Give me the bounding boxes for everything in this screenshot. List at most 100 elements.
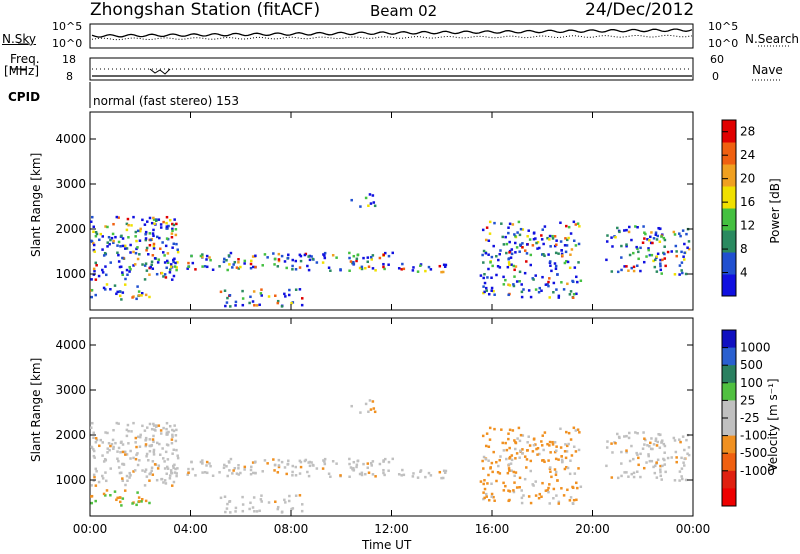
velocity-echo <box>507 437 510 441</box>
velocity-echo <box>529 459 533 463</box>
velocity-echo <box>661 464 664 468</box>
power-echo <box>255 304 259 307</box>
power-echo <box>498 252 501 256</box>
power-echo <box>168 271 172 274</box>
velocity-echo <box>504 441 507 445</box>
velocity-echo <box>666 456 670 460</box>
velocity-echo <box>366 462 370 465</box>
velocity-echo <box>625 471 628 474</box>
power-echo <box>157 218 161 221</box>
velocity-echo <box>129 449 132 453</box>
power-echo <box>551 237 555 240</box>
power-echo <box>228 294 232 297</box>
velocity-echo <box>548 502 551 505</box>
power-echo <box>172 260 175 264</box>
velocity-echo <box>323 462 327 466</box>
velocity-echo <box>121 477 124 480</box>
velocity-echo <box>565 444 569 448</box>
velocity-echo <box>538 452 541 456</box>
power-echo <box>149 238 152 242</box>
power-echo <box>542 253 545 256</box>
velocity-echo <box>512 470 516 474</box>
velocity-echo <box>679 440 682 444</box>
velocity-echo <box>335 462 338 465</box>
velocity-echo <box>129 474 132 477</box>
power-echo <box>513 268 516 272</box>
velocity-echo <box>173 424 176 427</box>
power-echo <box>276 301 280 305</box>
power-echo <box>127 223 130 227</box>
power-echo <box>125 228 129 232</box>
power-echo <box>505 242 509 246</box>
power-echo <box>554 264 558 268</box>
velocity-echo <box>686 452 689 455</box>
velocity-echo <box>145 455 148 458</box>
velocity-echo <box>165 431 169 434</box>
power-echo <box>115 292 118 296</box>
xtick-label: 00:00 <box>73 522 108 536</box>
velocity-echo <box>532 438 536 441</box>
power-echo <box>515 246 519 249</box>
velocity-echo <box>93 475 96 479</box>
power-echo <box>310 255 313 258</box>
velocity-echo <box>254 460 257 464</box>
velocity-echo <box>650 459 654 463</box>
power-echo <box>162 220 165 224</box>
velocity-echo <box>224 510 227 514</box>
power-echo <box>419 263 423 266</box>
power-echo <box>166 227 169 230</box>
power-echo <box>241 297 245 300</box>
power-echo <box>520 290 524 294</box>
velocity-echo <box>560 458 564 462</box>
power-echo <box>129 243 132 247</box>
velocity-echo <box>513 474 516 478</box>
velocity-echo <box>117 466 121 469</box>
xtick-label: 12:00 <box>374 522 409 536</box>
power-echo <box>488 232 492 235</box>
power-echo <box>438 264 442 268</box>
velocity-echo <box>291 507 295 510</box>
power-echo <box>110 236 114 240</box>
velocity-echo <box>102 492 106 496</box>
power-echo <box>237 261 240 264</box>
velocity-echo <box>249 472 253 476</box>
power-echo <box>623 265 626 268</box>
power-echo <box>94 293 97 297</box>
power-echo <box>546 283 549 286</box>
power-echo <box>560 281 563 284</box>
power-echo <box>227 254 231 257</box>
power-echo <box>654 233 658 236</box>
velocity-echo <box>502 481 505 485</box>
velocity-echo <box>348 475 351 478</box>
power-echo <box>632 269 636 273</box>
velocity-echo <box>277 465 281 469</box>
power-echo <box>687 240 691 243</box>
power-echo <box>540 238 544 241</box>
power-echo <box>165 225 169 228</box>
power-echo <box>504 278 507 282</box>
power-echo <box>552 281 556 285</box>
velocity-echo <box>525 449 529 452</box>
power-echo <box>92 242 95 245</box>
power-echo <box>128 265 131 269</box>
velocity-echo <box>516 437 519 440</box>
velocity-echo <box>571 486 575 490</box>
power-echo <box>350 198 353 202</box>
power-echo <box>482 285 485 288</box>
power-echo <box>487 253 490 256</box>
velocity-echo <box>566 466 570 470</box>
power-echo <box>249 266 253 270</box>
power-echo <box>231 266 234 269</box>
velocity-echo <box>487 459 490 462</box>
power-echo <box>570 248 574 251</box>
power-echo <box>287 253 290 257</box>
velocity-echo <box>263 459 267 462</box>
velocity-echo <box>567 431 571 435</box>
power-echo <box>427 265 431 269</box>
velocity-echo <box>481 459 484 463</box>
power-echo <box>266 256 269 259</box>
power-echo <box>605 258 608 262</box>
velocity-echo <box>514 457 517 460</box>
velocity-echo <box>548 440 552 444</box>
velocity-echo <box>610 442 613 445</box>
